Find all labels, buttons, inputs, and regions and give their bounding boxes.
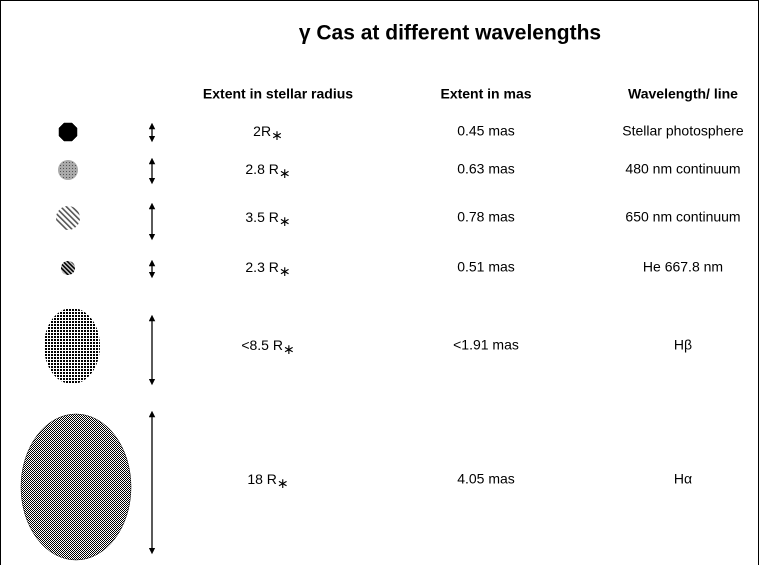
radius-subscript: ∗ [277, 475, 289, 491]
hbeta-icon [44, 308, 100, 384]
radius-cell: 18 R∗ [247, 471, 288, 491]
mas-cell: 0.63 mas [457, 161, 515, 177]
radius-cell: 2.3 R∗ [245, 259, 290, 279]
radius-text: 2.8 R [245, 161, 278, 177]
continuum-650-icon [56, 206, 80, 230]
mas-cell: 4.05 mas [457, 471, 515, 487]
line-cell: He 667.8 nm [643, 259, 723, 275]
radius-cell: 2R∗ [253, 123, 283, 143]
line-cell: Hβ [674, 337, 692, 353]
radius-text: 2.3 R [245, 259, 278, 275]
radius-subscript: ∗ [279, 165, 291, 181]
radius-cell: <8.5 R∗ [241, 337, 294, 357]
line-cell: 480 nm continuum [625, 161, 740, 177]
column-header: Extent in stellar radius [203, 86, 353, 102]
mas-cell: 0.45 mas [457, 123, 515, 139]
line-cell: Stellar photosphere [622, 123, 744, 139]
halpha-icon [20, 413, 132, 561]
column-header: Extent in mas [440, 86, 531, 102]
mas-cell: 0.51 mas [457, 259, 515, 275]
radius-text: 2R [253, 123, 271, 139]
radius-cell: 2.8 R∗ [245, 161, 290, 181]
he-icon [61, 261, 75, 275]
column-header: Wavelength/ line [628, 86, 738, 102]
icons [20, 122, 132, 561]
mas-cell: 0.78 mas [457, 209, 515, 225]
radius-subscript: ∗ [271, 127, 283, 143]
photosphere-icon [58, 122, 78, 142]
radius-text: <8.5 R [241, 337, 283, 353]
radius-subscript: ∗ [279, 213, 291, 229]
line-cell: Hα [674, 471, 692, 487]
radius-subscript: ∗ [279, 263, 291, 279]
title: γ Cas at different wavelengths [299, 22, 601, 45]
radius-cell: 3.5 R∗ [245, 209, 290, 229]
radius-subscript: ∗ [283, 341, 295, 357]
radius-text: 18 R [247, 471, 277, 487]
line-cell: 650 nm continuum [625, 209, 740, 225]
radius-text: 3.5 R [245, 209, 278, 225]
mas-cell: <1.91 mas [453, 337, 519, 353]
continuum-480-icon [58, 160, 78, 180]
